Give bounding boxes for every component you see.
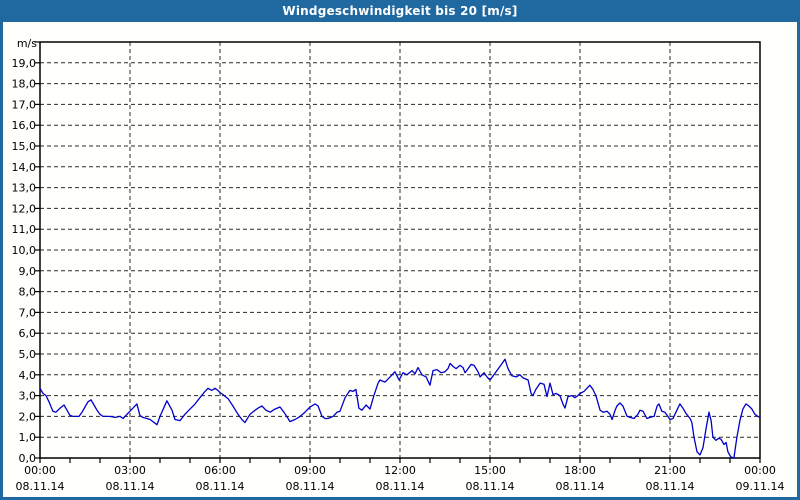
y-axis-label: 10,0 xyxy=(12,244,37,257)
x-axis-date-label: 08.11.14 xyxy=(286,480,335,493)
x-axis-date-label: 09.11.14 xyxy=(736,480,785,493)
y-axis-label: 5,0 xyxy=(19,348,37,361)
title-bar: Windgeschwindigkeit bis 20 [m/s] xyxy=(0,0,800,22)
y-axis-label: 6,0 xyxy=(19,327,37,340)
x-axis-time-label: 03:00 xyxy=(114,464,146,477)
x-axis-time-label: 06:00 xyxy=(204,464,236,477)
x-axis-date-label: 08.11.14 xyxy=(646,480,695,493)
plot-border xyxy=(39,41,761,459)
y-axis-label: 3,0 xyxy=(19,390,37,403)
y-axis-label: 19,0 xyxy=(12,57,37,70)
x-axis-date-label: 08.11.14 xyxy=(196,480,245,493)
y-axis-label: 13,0 xyxy=(12,182,37,195)
y-axis-label: 12,0 xyxy=(12,202,37,215)
x-axis-time-label: 18:00 xyxy=(564,464,596,477)
x-axis-date-label: 08.11.14 xyxy=(376,480,425,493)
y-axis-label: 2,0 xyxy=(19,410,37,423)
y-axis-label: 7,0 xyxy=(19,306,37,319)
chart-title: Windgeschwindigkeit bis 20 [m/s] xyxy=(282,4,518,18)
y-axis-label: 16,0 xyxy=(12,119,37,132)
x-axis-time-label: 12:00 xyxy=(384,464,416,477)
y-axis-label: 9,0 xyxy=(19,265,37,278)
x-axis-time-label: 00:00 xyxy=(744,464,776,477)
x-axis-date-label: 08.11.14 xyxy=(556,480,605,493)
y-axis-label: 0,0 xyxy=(19,452,37,465)
x-axis-date-label: 08.11.14 xyxy=(466,480,515,493)
x-axis-date-label: 08.11.14 xyxy=(106,480,155,493)
x-axis-time-label: 21:00 xyxy=(654,464,686,477)
x-axis-time-label: 09:00 xyxy=(294,464,326,477)
y-axis-label: 1,0 xyxy=(19,431,37,444)
y-axis-label: 11,0 xyxy=(12,223,37,236)
y-axis-label: 15,0 xyxy=(12,140,37,153)
x-axis-time-label: 00:00 xyxy=(24,464,56,477)
y-axis-label: 17,0 xyxy=(12,98,37,111)
y-axis-label: 8,0 xyxy=(19,286,37,299)
y-axis-label: 4,0 xyxy=(19,369,37,382)
wind-speed-line xyxy=(39,358,761,459)
y-axis-unit-label: m/s xyxy=(17,37,37,50)
y-axis-label: 18,0 xyxy=(12,78,37,91)
y-axis-label: 14,0 xyxy=(12,161,37,174)
x-axis-time-label: 15:00 xyxy=(474,464,506,477)
x-axis-date-label: 08.11.14 xyxy=(16,480,65,493)
